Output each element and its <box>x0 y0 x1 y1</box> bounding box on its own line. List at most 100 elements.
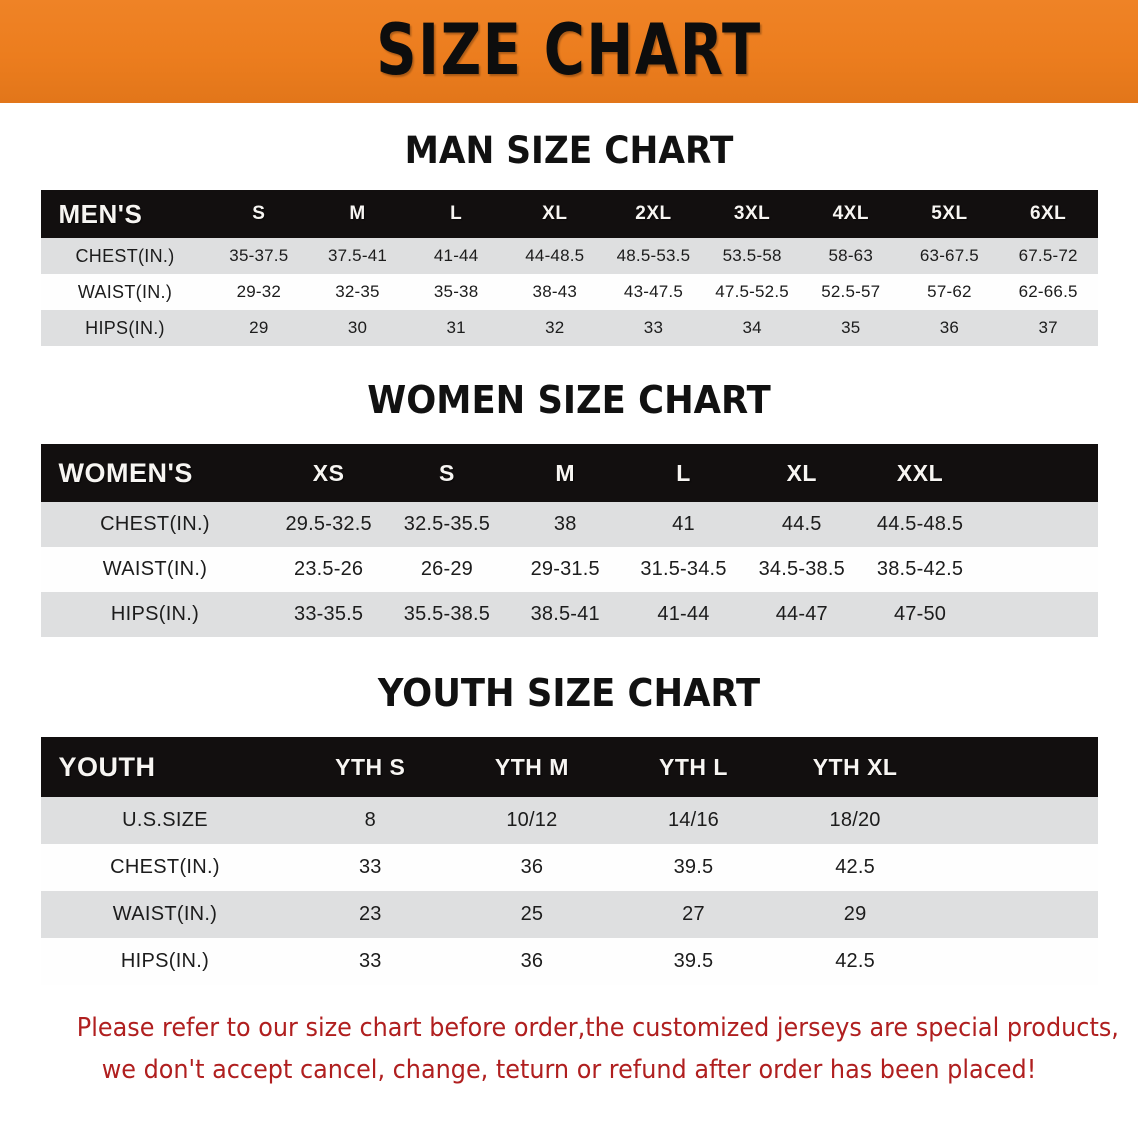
men-column-header: S <box>209 190 309 238</box>
table-header-row: MEN'S S M L XL 2XL 3XL 4XL 5XL 6XL <box>40 190 1098 238</box>
men-cell: 58-63 <box>801 238 901 274</box>
men-cell: 57-62 <box>900 274 999 310</box>
women-column-header: XXL <box>860 444 980 502</box>
youth-cell: 14/16 <box>612 797 775 844</box>
youth-corner-label: YOUTH <box>40 737 290 797</box>
youth-cell: 42.5 <box>774 844 936 891</box>
women-cell: 44.5-48.5 <box>860 502 980 547</box>
disclaimer-line-1: Please refer to our size chart before or… <box>76 1013 1119 1043</box>
table-row: HIPS(IN.) 33 36 39.5 42.5 <box>40 938 1098 985</box>
youth-column-header: YTH XL <box>774 737 936 797</box>
youth-cell: 25 <box>451 891 613 938</box>
men-column-header: L <box>406 190 506 238</box>
women-cell: 26-29 <box>387 547 507 592</box>
men-corner-label: MEN'S <box>40 190 210 238</box>
youth-size-table-container: YOUTH YTH S YTH M YTH L YTH XL U.S.SIZE 8 10/1… <box>40 737 1098 985</box>
men-cell: 36 <box>900 310 999 346</box>
women-column-header: S <box>387 444 507 502</box>
table-row: CHEST(IN.) 35-37.5 37.5-41 41-44 44-48.5 48.5… <box>40 238 1098 274</box>
women-section-title: WOMEN SIZE CHART <box>367 378 771 422</box>
man-table-header: MEN'S S M L XL 2XL 3XL 4XL 5XL 6XL <box>40 190 1098 238</box>
women-cell: 31.5-34.5 <box>624 547 743 592</box>
men-cell: 32-35 <box>308 274 407 310</box>
men-column-header: 5XL <box>900 190 999 238</box>
table-row: WAIST(IN.) 23.5-26 26-29 29-31.5 31.5-34.5 34… <box>40 547 1098 592</box>
youth-column-header-empty <box>935 737 1098 797</box>
youth-table-body: U.S.SIZE 8 10/12 14/16 18/20 CHEST(IN.) 33 36 39… <box>40 797 1098 985</box>
youth-row-label: HIPS(IN.) <box>40 938 290 985</box>
table-row: HIPS(IN.) 29 30 31 32 33 34 35 36 37 <box>40 310 1098 346</box>
disclaimer-line-2: we don't accept cancel, change, teturn o… <box>101 1055 1037 1086</box>
youth-size-table: YOUTH YTH S YTH M YTH L YTH XL U.S.SIZE 8 10/1… <box>40 737 1098 985</box>
youth-row-label: U.S.SIZE <box>40 797 290 844</box>
men-cell: 35-38 <box>406 274 506 310</box>
men-cell: 35 <box>801 310 901 346</box>
youth-section-title: YOUTH SIZE CHART <box>377 671 761 715</box>
men-cell: 52.5-57 <box>801 274 901 310</box>
women-cell: 33-35.5 <box>269 592 388 637</box>
men-cell: 29 <box>209 310 309 346</box>
men-cell: 37.5-41 <box>308 238 407 274</box>
women-table-body: CHEST(IN.) 29.5-32.5 32.5-35.5 38 41 44.5 44.5… <box>40 502 1098 637</box>
women-column-header-empty <box>979 444 1098 502</box>
women-cell: 47-50 <box>860 592 980 637</box>
women-cell: 34.5-38.5 <box>742 547 861 592</box>
table-row: WAIST(IN.) 23 25 27 29 <box>40 891 1098 938</box>
women-cell <box>979 502 1098 547</box>
youth-cell: 39.5 <box>612 938 775 985</box>
men-row-label: WAIST(IN.) <box>40 274 210 310</box>
youth-cell <box>935 938 1098 985</box>
youth-cell: 36 <box>451 938 613 985</box>
table-header-row: YOUTH YTH S YTH M YTH L YTH XL <box>40 737 1098 797</box>
man-table-body: CHEST(IN.) 35-37.5 37.5-41 41-44 44-48.5 48.5… <box>40 238 1098 346</box>
table-row: WAIST(IN.) 29-32 32-35 35-38 38-43 43-47.5 47.… <box>40 274 1098 310</box>
men-column-header: 6XL <box>998 190 1098 238</box>
women-cell <box>979 592 1098 637</box>
women-size-table-container: WOMEN'S XS S M L XL XXL CHEST(IN.) 29.5-32.5 32.… <box>40 444 1098 637</box>
women-cell: 38.5-41 <box>506 592 625 637</box>
page-banner: SIZE CHART <box>0 0 1138 103</box>
women-cell: 44-47 <box>742 592 861 637</box>
women-corner-label: WOMEN'S <box>40 444 270 502</box>
youth-cell: 27 <box>612 891 775 938</box>
men-cell: 37 <box>998 310 1098 346</box>
men-column-header: M <box>308 190 407 238</box>
men-cell: 29-32 <box>209 274 309 310</box>
women-cell: 35.5-38.5 <box>387 592 507 637</box>
youth-column-header: YTH M <box>451 737 613 797</box>
youth-cell: 29 <box>774 891 936 938</box>
men-column-header: 2XL <box>604 190 703 238</box>
women-cell: 38.5-42.5 <box>860 547 980 592</box>
women-cell: 41 <box>624 502 743 547</box>
men-cell: 44-48.5 <box>505 238 605 274</box>
youth-column-header: YTH L <box>612 737 775 797</box>
men-column-header: 4XL <box>801 190 901 238</box>
women-cell: 29-31.5 <box>506 547 625 592</box>
youth-cell: 23 <box>289 891 452 938</box>
women-row-label: HIPS(IN.) <box>40 592 270 637</box>
women-column-header: XL <box>742 444 861 502</box>
men-cell: 33 <box>604 310 703 346</box>
men-cell: 48.5-53.5 <box>604 238 703 274</box>
youth-cell: 10/12 <box>451 797 613 844</box>
men-column-header: 3XL <box>702 190 802 238</box>
youth-cell <box>935 844 1098 891</box>
men-column-header: XL <box>505 190 605 238</box>
youth-cell: 42.5 <box>774 938 936 985</box>
men-cell: 30 <box>308 310 407 346</box>
men-cell: 47.5-52.5 <box>702 274 802 310</box>
women-column-header: XS <box>269 444 388 502</box>
men-cell: 63-67.5 <box>900 238 999 274</box>
table-row: HIPS(IN.) 33-35.5 35.5-38.5 38.5-41 41-44 44-… <box>40 592 1098 637</box>
youth-cell <box>935 797 1098 844</box>
youth-cell <box>935 891 1098 938</box>
men-cell: 35-37.5 <box>209 238 309 274</box>
table-row: CHEST(IN.) 33 36 39.5 42.5 <box>40 844 1098 891</box>
women-cell: 44.5 <box>742 502 861 547</box>
men-row-label: CHEST(IN.) <box>40 238 210 274</box>
women-cell: 29.5-32.5 <box>269 502 388 547</box>
women-row-label: WAIST(IN.) <box>40 547 270 592</box>
women-size-table: WOMEN'S XS S M L XL XXL CHEST(IN.) 29.5-32.5 32.… <box>40 444 1098 637</box>
youth-cell: 33 <box>289 938 452 985</box>
youth-column-header: YTH S <box>289 737 452 797</box>
